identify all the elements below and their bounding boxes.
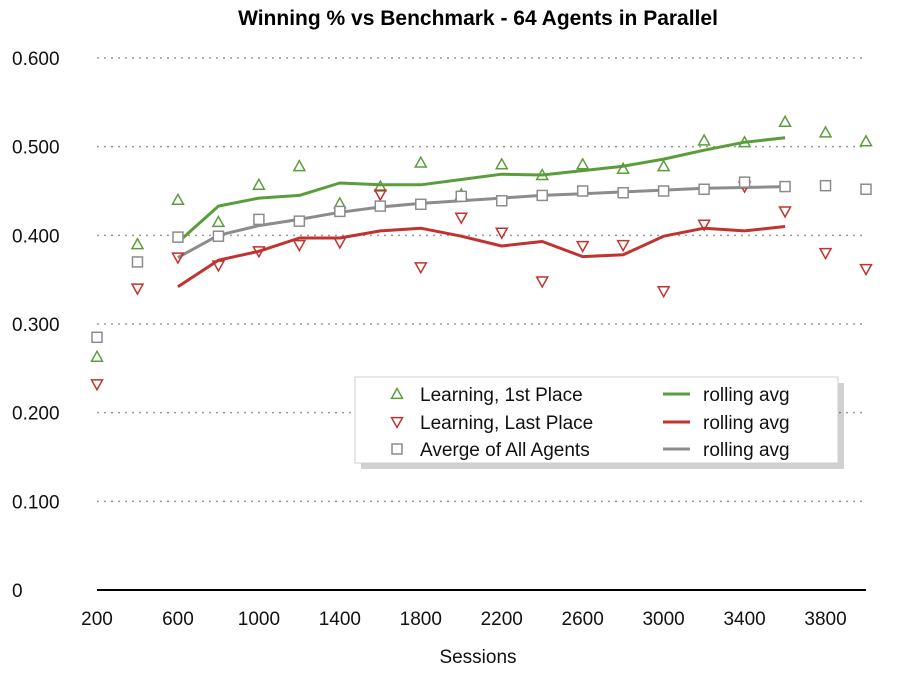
x-tick-label: 1000	[238, 609, 280, 630]
y-tick-label: 0.600	[12, 49, 60, 70]
y-tick-label: 0.400	[12, 226, 60, 247]
last-place-point	[333, 237, 347, 250]
average-point	[374, 200, 387, 212]
first-place-point	[211, 214, 226, 228]
first-place-point	[737, 135, 752, 148]
x-axis-label: Sessions	[439, 647, 516, 668]
average-point	[698, 183, 710, 195]
y-tick-label: 0	[12, 581, 23, 602]
first-place-point	[373, 179, 388, 192]
average-point	[738, 176, 751, 188]
x-tick-label: 2200	[481, 609, 523, 630]
last-place-point	[292, 239, 307, 253]
x-tick-label: 1400	[319, 609, 361, 630]
first-place-point	[535, 167, 549, 181]
x-tick-label: 600	[162, 609, 194, 630]
x-tick-label: 200	[81, 609, 113, 630]
first-place-point	[292, 159, 307, 172]
first-place-point	[859, 134, 873, 147]
last-place-point	[859, 263, 873, 277]
x-tick-label: 2600	[562, 609, 604, 630]
average-point	[576, 185, 589, 197]
average-point	[293, 215, 306, 227]
average-point	[172, 231, 184, 243]
legend-marker-triangle-up	[390, 386, 404, 400]
legend-label-rolling-avg-gray: rolling avg	[703, 440, 790, 461]
last-place-point	[414, 262, 428, 275]
first-place-point	[656, 159, 671, 172]
average-point	[415, 198, 427, 211]
legend-marker-triangle-down	[390, 416, 404, 430]
last-place-point	[90, 379, 104, 392]
average-point	[617, 187, 629, 199]
first-place-point	[494, 157, 509, 170]
legend-markers	[390, 386, 404, 455]
last-place-point	[818, 247, 833, 261]
average-point	[253, 213, 265, 226]
first-place-point	[130, 237, 145, 250]
average-point	[819, 179, 832, 192]
legend-label-rolling-avg-green: rolling avg	[703, 385, 790, 406]
last-place-point	[616, 239, 630, 253]
y-tick-label: 0.500	[12, 138, 60, 159]
x-tick-label: 3800	[804, 609, 846, 630]
first-place-point	[252, 177, 266, 190]
x-tick-label: 1800	[400, 609, 442, 630]
last-place-point	[656, 286, 671, 299]
last-place-point	[171, 252, 185, 265]
average-point	[455, 190, 468, 203]
average-point	[131, 256, 144, 268]
chart-title: Winning % vs Benchmark - 64 Agents in Pa…	[238, 7, 718, 30]
first-place-point	[90, 349, 104, 362]
last-place-point	[575, 240, 590, 254]
first-place-point	[818, 125, 833, 138]
legend-box	[354, 376, 839, 464]
average-point	[334, 205, 346, 218]
last-place-point	[494, 227, 509, 240]
legend-label-average: Averge of All Agents	[420, 440, 590, 461]
rolling-avg-lines	[176, 136, 786, 289]
average-point	[495, 195, 508, 207]
x-tick-label: 3000	[642, 609, 684, 630]
last-place-point	[130, 283, 145, 296]
average-point	[779, 180, 791, 193]
legend: Learning, 1st Place Learning, Last Place…	[354, 376, 844, 469]
average-point	[860, 183, 872, 195]
y-tick-label: 0.100	[12, 492, 60, 513]
last-place-point	[211, 260, 226, 273]
last-place-point	[778, 206, 792, 219]
first-place-point	[778, 114, 792, 127]
average-point	[657, 185, 670, 197]
last-place-point	[697, 219, 711, 232]
data-markers	[90, 114, 873, 392]
rolling-avg-line-first-place	[176, 136, 786, 244]
first-place-point	[414, 155, 428, 168]
last-place-point	[454, 212, 469, 225]
last-place-point	[252, 246, 266, 259]
legend-label-last-place: Learning, Last Place	[420, 413, 593, 434]
x-tick-label: 3400	[723, 609, 765, 630]
first-place-point	[616, 161, 630, 174]
rolling-avg-line-last-place	[177, 225, 786, 289]
legend-label-first-place: Learning, 1st Place	[420, 385, 583, 406]
first-place-point	[697, 133, 711, 146]
y-axis-ticks: 0.600 0.500 0.400 0.300 0.200 0.100 0	[12, 49, 60, 602]
first-place-point	[575, 157, 590, 170]
average-point	[212, 230, 225, 242]
y-tick-label: 0.300	[12, 315, 60, 336]
average-point	[91, 331, 103, 344]
legend-marker-square	[391, 443, 403, 455]
last-place-point	[535, 276, 549, 289]
x-axis-ticks: 200 600 1000 1400 1800 2200 2600 3000 3400 3800	[81, 609, 847, 630]
first-place-point	[171, 192, 185, 206]
last-place-point	[373, 189, 388, 202]
average-point	[536, 189, 548, 202]
y-tick-label: 0.200	[12, 404, 60, 425]
rolling-avg-line-average	[177, 185, 786, 259]
legend-label-rolling-avg-red: rolling avg	[703, 413, 790, 434]
